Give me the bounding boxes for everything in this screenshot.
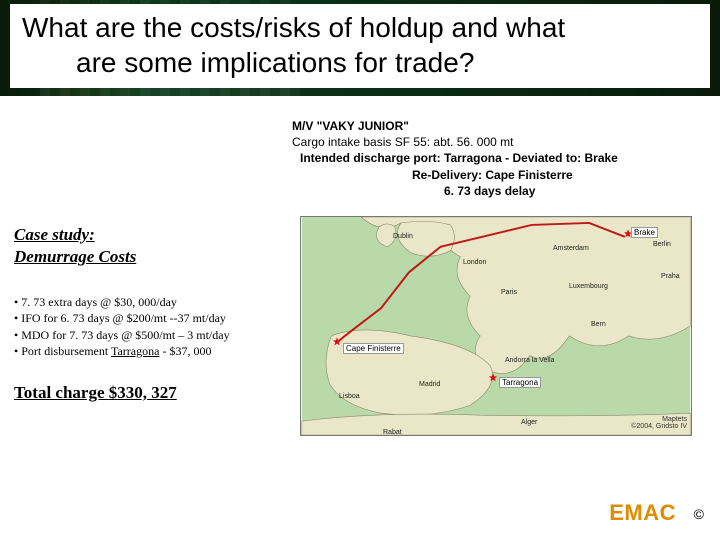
map-label-tarragona: Tarragona (499, 377, 541, 388)
city-andorra: Andorra la Vella (505, 357, 554, 364)
delay: 6. 73 days delay (292, 183, 692, 199)
case-study-block: Case study: Demurrage Costs • 7. 73 extr… (14, 224, 286, 403)
cargo-intake: Cargo intake basis SF 55: abt. 56. 000 m… (292, 134, 692, 150)
credit-l1: Maptets (662, 416, 687, 423)
title-box: What are the costs/risks of holdup and w… (10, 4, 710, 88)
city-dublin: Dublin (393, 233, 413, 240)
header-band: What are the costs/risks of holdup and w… (0, 0, 720, 96)
discharge-port: Intended discharge port: Tarragona - Dev… (292, 150, 692, 166)
title-line-1: What are the costs/risks of holdup and w… (22, 12, 565, 43)
city-madrid: Madrid (419, 381, 440, 388)
case-heading-l1: Case study: (14, 225, 95, 244)
city-praha: Praha (661, 273, 680, 280)
underlined-word: Tarragona (111, 344, 159, 358)
bullet-2: • IFO for 6. 73 days @ $200/mt --37 mt/d… (14, 310, 286, 326)
city-bern: Bern (591, 321, 606, 328)
bullet-3: • MDO for 7. 73 days @ $500/mt – 3 mt/da… (14, 327, 286, 343)
map-label-brake: Brake (631, 227, 658, 238)
star-tarragona (488, 373, 498, 383)
total-value: $330, 327 (109, 383, 177, 402)
title-line-2: are some implications for trade? (22, 47, 474, 78)
city-lisboa: Lisboa (339, 393, 360, 400)
redelivery: Re-Delivery: Cape Finisterre (292, 167, 692, 183)
city-luxembourg: Luxembourg (569, 283, 608, 290)
slide-title: What are the costs/risks of holdup and w… (22, 10, 698, 80)
city-amsterdam: Amsterdam (553, 245, 589, 252)
city-alger: Alger (521, 419, 537, 426)
route-map: Brake Cape Finisterre Tarragona Dublin A… (300, 216, 692, 436)
city-rabat: Rabat (383, 429, 402, 436)
map-label-cape-finisterre: Cape Finisterre (343, 343, 404, 354)
footer-copyright: © (694, 506, 704, 522)
star-cape-finisterre (332, 337, 342, 347)
vessel-info-block: M/V "VAKY JUNIOR" Cargo intake basis SF … (292, 118, 692, 199)
total-charge: Total charge $330, 327 (14, 383, 286, 403)
bullet-4: • Port disbursement Tarragona - $37, 000 (14, 343, 286, 359)
credit-l2: ©2004, Gridsto IV (631, 423, 687, 430)
city-paris: Paris (501, 289, 517, 296)
vessel-name: M/V "VAKY JUNIOR" (292, 118, 692, 134)
footer-logo: EMAC (609, 500, 676, 526)
case-heading: Case study: Demurrage Costs (14, 224, 286, 268)
case-bullets: • 7. 73 extra days @ $30, 000/day • IFO … (14, 294, 286, 359)
map-credit: Maptets ©2004, Gridsto IV (631, 416, 687, 431)
case-heading-l2: Demurrage Costs (14, 247, 136, 266)
bullet-1: • 7. 73 extra days @ $30, 000/day (14, 294, 286, 310)
city-berlin: Berlin (653, 241, 671, 248)
city-london: London (463, 259, 486, 266)
map-svg (301, 217, 691, 435)
total-label: Total charge (14, 383, 105, 402)
